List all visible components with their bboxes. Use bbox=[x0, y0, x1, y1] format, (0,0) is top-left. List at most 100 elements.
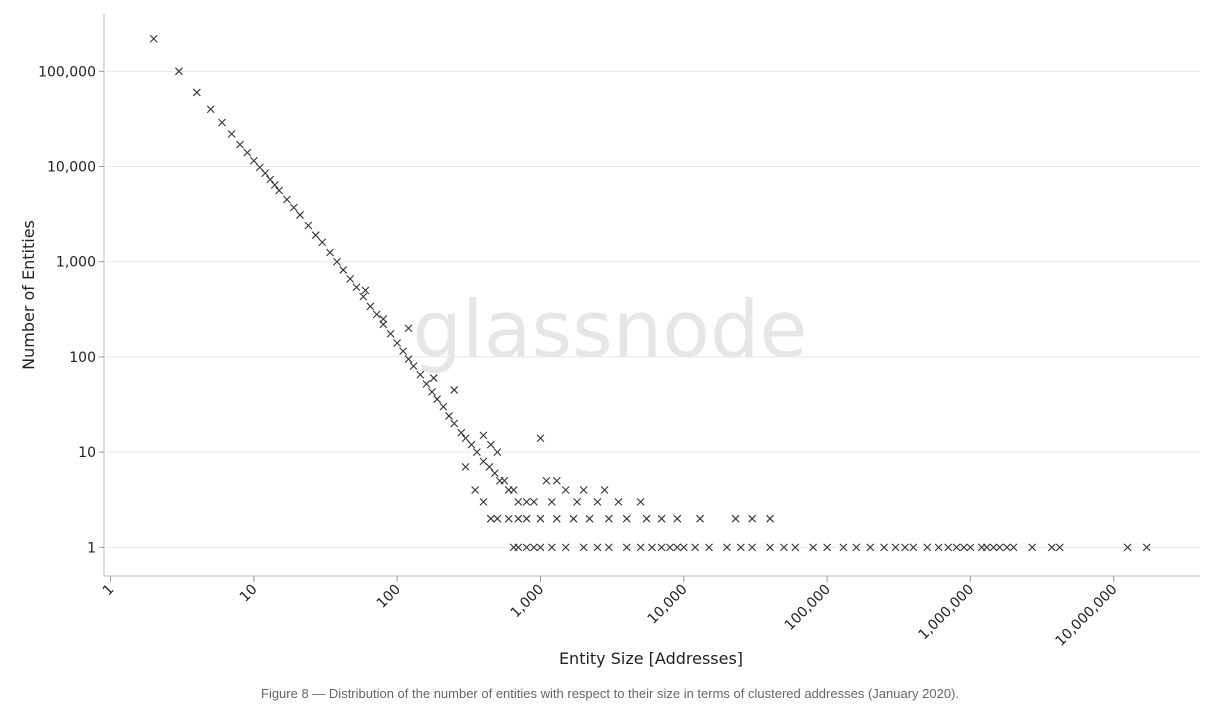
point bbox=[296, 211, 304, 219]
point bbox=[561, 543, 570, 552]
point bbox=[673, 514, 682, 523]
x-tick-label: 1,000,000 bbox=[916, 582, 978, 644]
point bbox=[372, 310, 381, 319]
point bbox=[467, 440, 476, 449]
point bbox=[473, 448, 481, 457]
point bbox=[731, 514, 740, 523]
point bbox=[304, 221, 313, 230]
point bbox=[901, 543, 909, 552]
point bbox=[552, 476, 561, 485]
point bbox=[944, 543, 953, 552]
point bbox=[1003, 543, 1011, 552]
point bbox=[379, 315, 388, 323]
point bbox=[445, 412, 453, 420]
point bbox=[982, 543, 991, 552]
point bbox=[352, 283, 361, 292]
x-tick-label: 10,000 bbox=[645, 582, 691, 628]
point bbox=[852, 543, 861, 552]
point bbox=[723, 543, 731, 552]
point bbox=[791, 543, 800, 552]
point bbox=[536, 434, 545, 443]
point bbox=[636, 498, 645, 506]
point bbox=[471, 486, 480, 494]
caption: Figure 8 — Distribution of the number of… bbox=[261, 686, 959, 701]
point bbox=[479, 498, 488, 506]
point bbox=[218, 118, 226, 127]
y-tick-label: 10,000 bbox=[47, 160, 96, 176]
point bbox=[275, 186, 283, 195]
point bbox=[748, 543, 757, 552]
point bbox=[227, 130, 236, 138]
point bbox=[1047, 543, 1056, 552]
point bbox=[705, 543, 713, 552]
point bbox=[493, 514, 502, 523]
point bbox=[673, 543, 682, 552]
point bbox=[500, 476, 509, 485]
point bbox=[1055, 543, 1064, 552]
point bbox=[339, 266, 348, 274]
point bbox=[399, 347, 407, 356]
point bbox=[266, 175, 275, 184]
point bbox=[326, 248, 334, 257]
x-tick-label: 10 bbox=[237, 582, 261, 606]
point bbox=[243, 148, 252, 157]
point bbox=[192, 88, 201, 97]
point bbox=[393, 339, 402, 347]
x-tick-label: 10,000,000 bbox=[1053, 582, 1121, 650]
point bbox=[522, 543, 531, 552]
point bbox=[622, 514, 631, 523]
point bbox=[361, 286, 370, 295]
y-tick-label: 10 bbox=[78, 445, 96, 461]
point bbox=[604, 514, 613, 523]
point bbox=[504, 514, 513, 523]
point bbox=[679, 543, 688, 552]
point bbox=[283, 195, 291, 204]
point bbox=[561, 486, 570, 494]
point bbox=[311, 231, 320, 240]
point bbox=[809, 543, 818, 552]
point bbox=[891, 543, 900, 552]
point bbox=[585, 514, 594, 523]
point bbox=[486, 514, 495, 523]
point bbox=[536, 543, 545, 552]
point bbox=[573, 498, 581, 506]
point bbox=[748, 514, 757, 523]
point bbox=[149, 34, 158, 43]
point bbox=[409, 362, 418, 371]
point bbox=[648, 543, 656, 552]
point bbox=[736, 543, 745, 552]
point bbox=[657, 543, 666, 552]
point bbox=[289, 203, 298, 212]
point bbox=[691, 543, 700, 552]
point bbox=[490, 469, 499, 478]
point bbox=[416, 370, 425, 379]
x-tick-label: 100 bbox=[374, 582, 404, 612]
y-tick-label: 100,000 bbox=[38, 64, 96, 80]
point bbox=[333, 257, 341, 266]
point bbox=[909, 543, 918, 552]
point bbox=[552, 514, 561, 523]
y-tick-label: 1,000 bbox=[56, 255, 96, 271]
point bbox=[600, 486, 609, 494]
point bbox=[934, 543, 943, 552]
point bbox=[547, 498, 556, 506]
point bbox=[614, 498, 623, 506]
point bbox=[346, 275, 355, 283]
point bbox=[386, 329, 395, 338]
point bbox=[593, 543, 602, 552]
point bbox=[236, 140, 244, 149]
point bbox=[622, 543, 631, 552]
point bbox=[569, 514, 578, 523]
point bbox=[866, 543, 875, 552]
point bbox=[666, 543, 674, 552]
point bbox=[450, 419, 459, 428]
x-tick-label: 1,000 bbox=[508, 582, 548, 622]
point bbox=[530, 543, 538, 552]
watermark: glassnode bbox=[413, 285, 808, 375]
point bbox=[604, 543, 613, 552]
point bbox=[880, 543, 889, 552]
point bbox=[536, 514, 545, 523]
point bbox=[366, 302, 375, 311]
point bbox=[429, 374, 438, 382]
point bbox=[318, 238, 327, 247]
